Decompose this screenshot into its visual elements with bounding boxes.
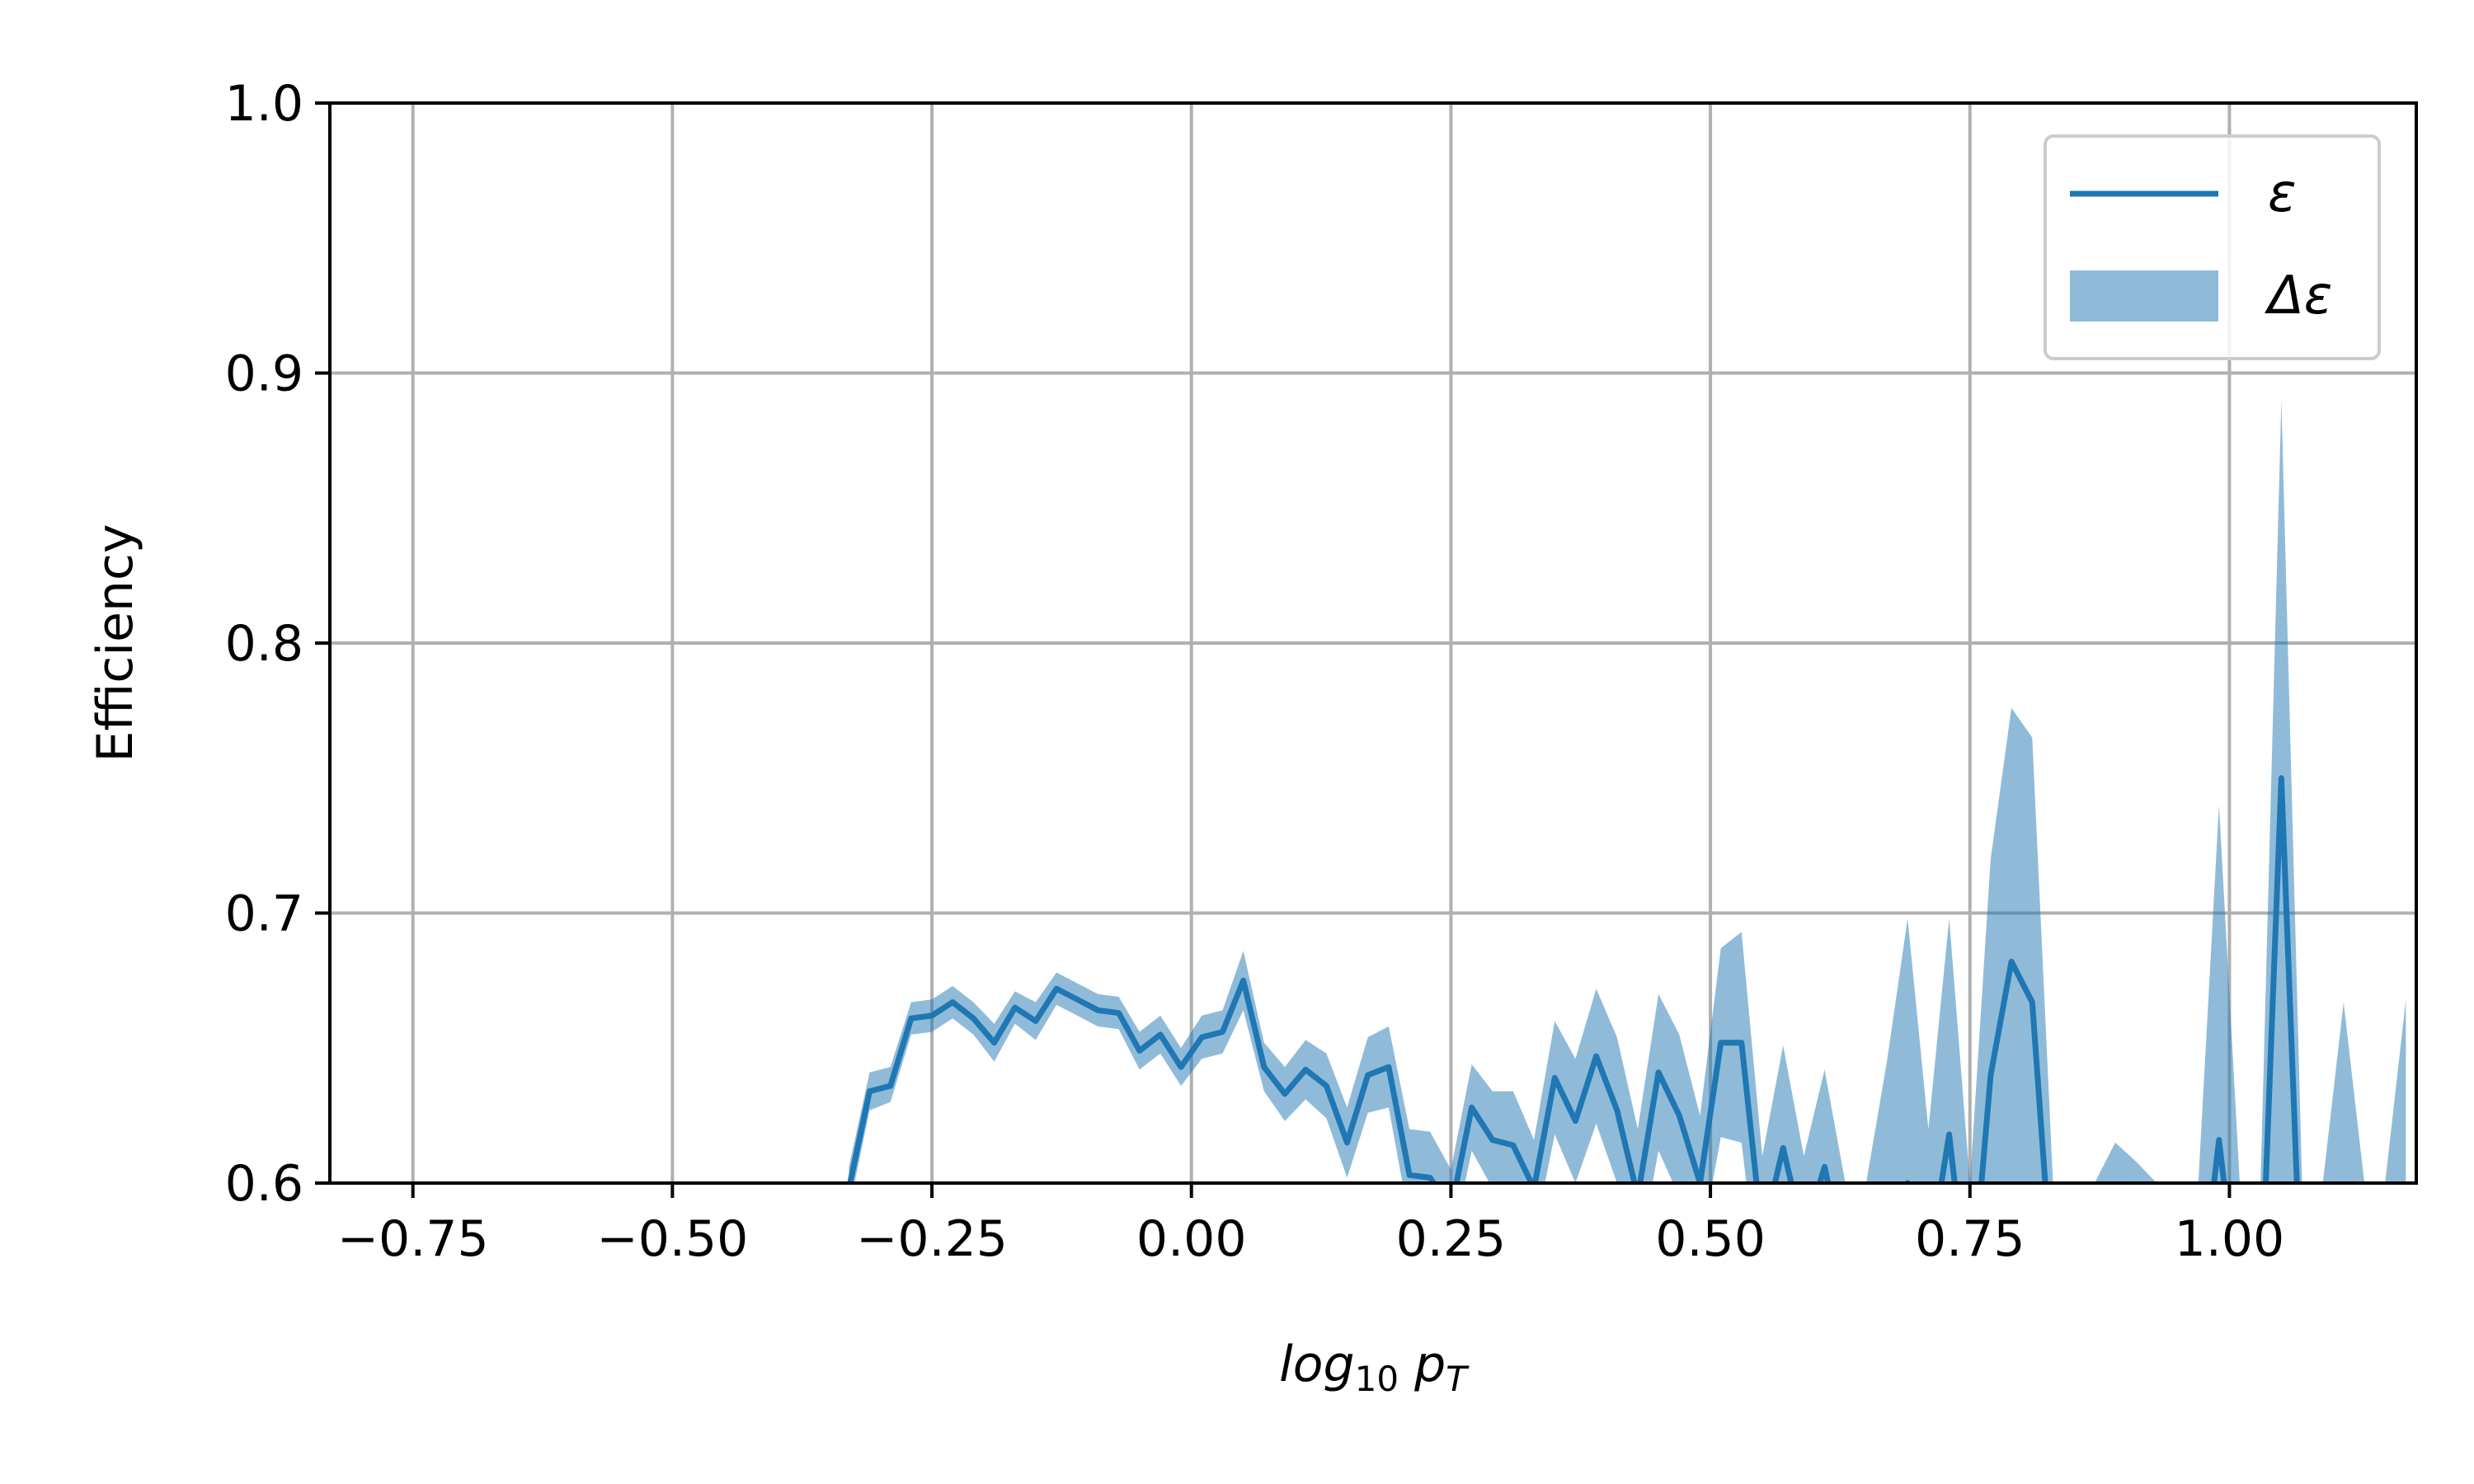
- x-tick-label: 1.00: [2175, 1210, 2285, 1268]
- y-tick-label: 0.7: [225, 885, 303, 943]
- legend-band-label: Δε: [2264, 265, 2332, 326]
- x-axis-title-var-sub: T: [1446, 1359, 1470, 1399]
- x-axis-ticks: −0.75 −0.50 −0.25 0.00 0.25 0.50 0.75 1.00: [337, 1183, 2284, 1268]
- y-axis-title: Efficiency: [87, 524, 144, 762]
- y-tick-label: 0.6: [225, 1155, 303, 1213]
- x-tick-label: 0.75: [1915, 1210, 2025, 1268]
- legend-line-label: ε: [2268, 163, 2297, 224]
- y-tick-label: 0.9: [225, 345, 303, 403]
- x-tick-label: −0.50: [596, 1210, 748, 1268]
- x-axis-title-base: log: [1279, 1336, 1354, 1393]
- x-tick-label: 0.00: [1136, 1210, 1247, 1268]
- y-tick-label: 0.8: [225, 615, 303, 673]
- x-axis-title-var: p: [1413, 1336, 1446, 1393]
- efficiency-line: [847, 775, 2300, 1183]
- x-axis-title: log10 pT: [1279, 1336, 1470, 1399]
- x-axis-title-sub: 10: [1355, 1359, 1399, 1399]
- y-tick-label: 1.0: [225, 75, 303, 133]
- legend-band-swatch: [2070, 270, 2218, 322]
- x-tick-label: 0.25: [1396, 1210, 1507, 1268]
- x-tick-label: −0.25: [856, 1210, 1008, 1268]
- x-tick-label: −0.75: [337, 1210, 489, 1268]
- x-tick-label: 0.50: [1655, 1210, 1766, 1268]
- legend: ε Δε: [2044, 134, 2381, 360]
- y-axis-ticks: 0.6 0.7 0.8 0.9 1.0: [225, 75, 330, 1213]
